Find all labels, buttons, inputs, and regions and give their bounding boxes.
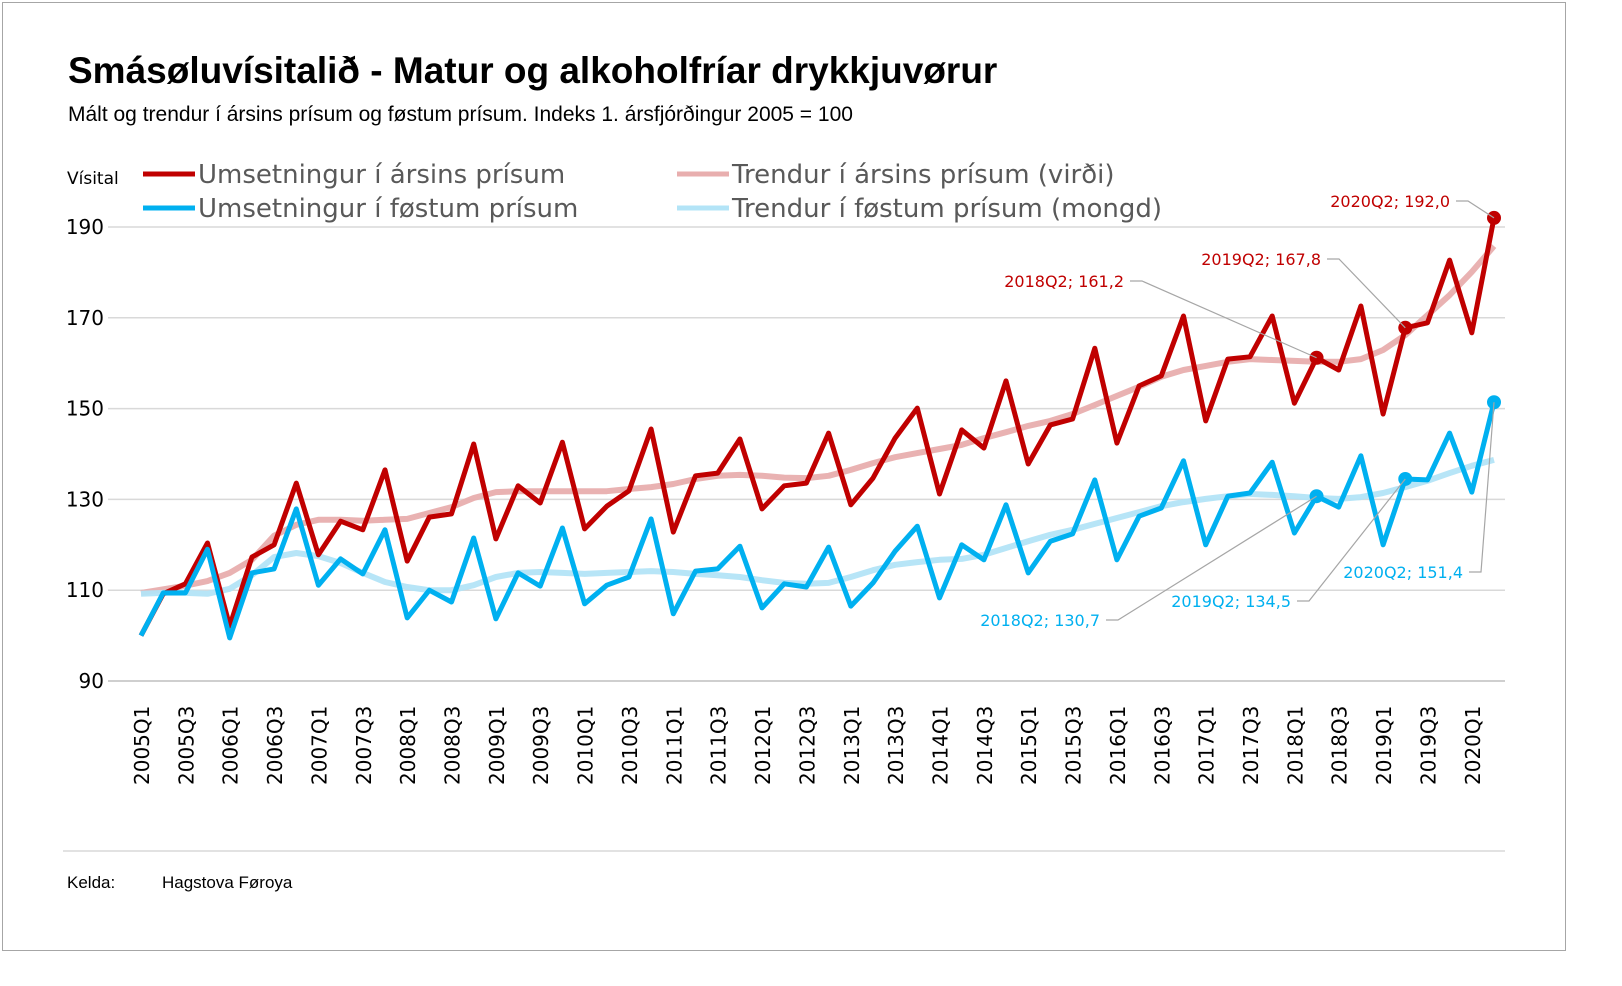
legend-label: Trendur í føstum prísum (mongd) bbox=[731, 194, 1162, 224]
y-tick-label: 150 bbox=[66, 397, 104, 421]
series-line-4 bbox=[138, 401, 1497, 641]
x-tick-label: 2006Q1 bbox=[219, 706, 243, 785]
x-tick-label: 2014Q3 bbox=[973, 706, 997, 785]
x-tick-label: 2013Q3 bbox=[884, 706, 908, 785]
source-value: Hagstova Føroya bbox=[162, 873, 293, 892]
x-tick-label: 2017Q3 bbox=[1239, 706, 1263, 785]
legend-label: Trendur í ársins prísum (virði) bbox=[731, 160, 1115, 190]
data-label: 2018Q2; 130,7 bbox=[980, 611, 1100, 630]
x-tick-label: 2006Q3 bbox=[263, 706, 287, 785]
legend-label: Umsetningur í føstum prísum bbox=[198, 194, 578, 224]
data-label: 2018Q2; 161,2 bbox=[1004, 272, 1124, 291]
x-tick-label: 2017Q1 bbox=[1195, 706, 1219, 785]
x-tick-label: 2019Q3 bbox=[1416, 706, 1440, 785]
x-tick-label: 2005Q1 bbox=[130, 706, 154, 785]
x-tick-label: 2015Q3 bbox=[1062, 706, 1086, 785]
x-tick-label: 2009Q3 bbox=[529, 706, 553, 785]
x-tick-label: 2008Q1 bbox=[396, 706, 420, 785]
x-tick-label: 2009Q1 bbox=[485, 706, 509, 785]
x-tick-label: 2012Q1 bbox=[751, 706, 775, 785]
y-axis-label: Vísital bbox=[67, 169, 119, 189]
x-tick-label: 2010Q1 bbox=[574, 706, 598, 785]
x-tick-label: 2005Q3 bbox=[174, 706, 198, 785]
x-tick-label: 2011Q3 bbox=[707, 706, 731, 785]
x-tick-label: 2012Q3 bbox=[795, 706, 819, 785]
data-label: 2020Q2; 151,4 bbox=[1343, 563, 1463, 582]
x-tick-label: 2019Q1 bbox=[1372, 706, 1396, 785]
leader-line bbox=[1106, 495, 1317, 621]
x-tick-label: 2010Q3 bbox=[618, 706, 642, 785]
x-tick-label: 2018Q1 bbox=[1283, 706, 1307, 785]
data-label: 2020Q2; 192,0 bbox=[1330, 192, 1450, 211]
series-line-2 bbox=[140, 457, 1495, 597]
series-line-1 bbox=[140, 244, 1497, 596]
x-tick-label: 2007Q3 bbox=[352, 706, 376, 785]
x-tick-label: 2007Q1 bbox=[307, 706, 331, 785]
x-tick-label: 2020Q1 bbox=[1461, 706, 1485, 785]
leader-line bbox=[1469, 402, 1495, 573]
x-tick-label: 2015Q1 bbox=[1017, 706, 1041, 785]
x-tick-label: 2018Q3 bbox=[1328, 706, 1352, 785]
x-tick-label: 2013Q1 bbox=[840, 706, 864, 785]
x-tick-label: 2008Q3 bbox=[441, 706, 465, 785]
y-tick-label: 190 bbox=[66, 215, 104, 239]
y-tick-label: 170 bbox=[66, 306, 104, 330]
data-label: 2019Q2; 134,5 bbox=[1171, 592, 1291, 611]
x-tick-label: 2014Q1 bbox=[928, 706, 952, 785]
y-tick-label: 90 bbox=[79, 669, 104, 693]
leader-line bbox=[1130, 280, 1317, 359]
chart-title: Smásøluvísitalið - Matur og alkoholfríar… bbox=[68, 50, 998, 91]
source-label: Kelda: bbox=[67, 873, 116, 892]
y-tick-label: 130 bbox=[66, 487, 104, 511]
x-tick-label: 2016Q3 bbox=[1150, 706, 1174, 785]
leader-line bbox=[1327, 258, 1406, 329]
leader-line bbox=[1297, 478, 1406, 602]
chart-frame bbox=[2, 2, 1566, 951]
x-tick-label: 2016Q1 bbox=[1106, 706, 1130, 785]
series-line-3 bbox=[138, 217, 1497, 637]
chart-subtitle: Mált og trendur í ársins prísum og føstu… bbox=[68, 103, 853, 126]
legend-label: Umsetningur í ársins prísum bbox=[198, 160, 565, 190]
x-tick-label: 2011Q1 bbox=[662, 706, 686, 785]
data-label: 2019Q2; 167,8 bbox=[1201, 250, 1321, 269]
y-tick-label: 110 bbox=[66, 578, 104, 602]
leader-line bbox=[1456, 200, 1495, 219]
